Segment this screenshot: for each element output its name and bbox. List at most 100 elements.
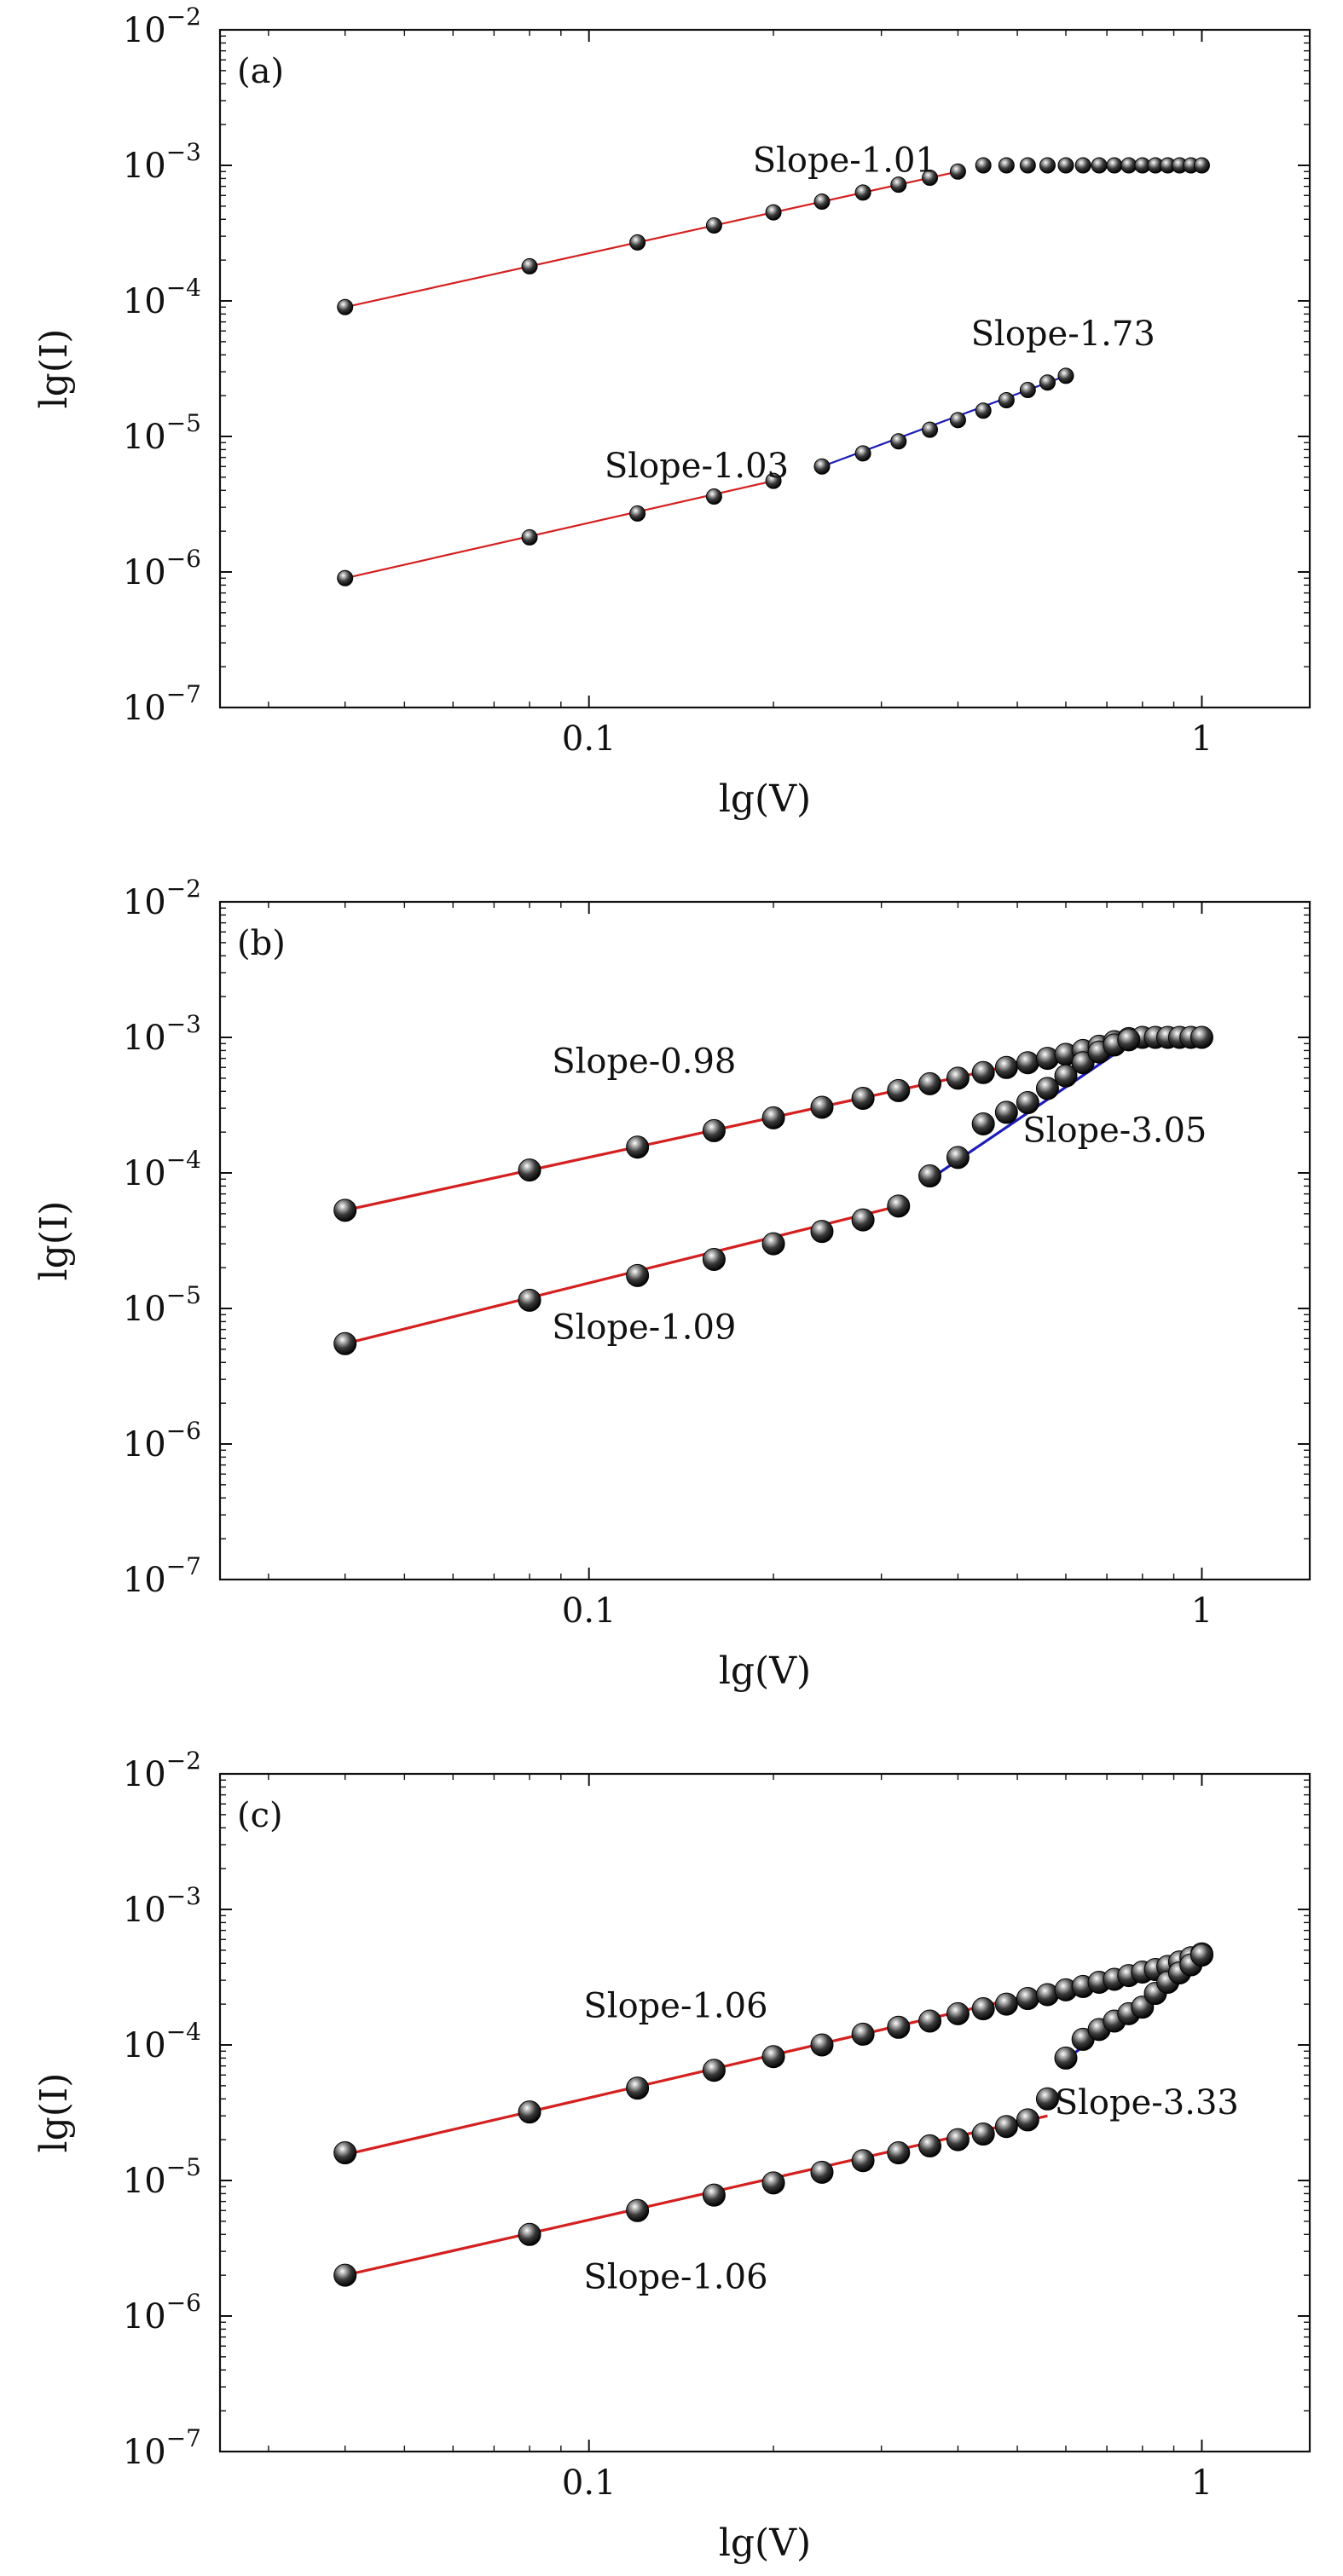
data-point-lower	[1057, 367, 1074, 384]
data-point-lower	[518, 2222, 541, 2246]
data-point-lower	[333, 1331, 357, 1355]
data-point-lower	[946, 2128, 970, 2151]
x-tick-label: 1	[1191, 2463, 1213, 2503]
data-point-lower	[887, 1194, 911, 1218]
x-tick-label: 1	[1191, 1591, 1213, 1631]
data-point-upper	[949, 163, 966, 180]
data-point-lower	[1035, 2087, 1059, 2111]
data-point-lower	[890, 433, 907, 450]
data-point-upper	[626, 2076, 650, 2100]
y-tick-label: 10−2	[123, 875, 201, 922]
data-point-upper	[946, 2001, 970, 2025]
slope-annotation: Slope-1.01	[753, 141, 937, 180]
data-point-upper	[761, 1106, 785, 1129]
data-point-lower	[810, 1220, 834, 1244]
data-point-lower	[949, 412, 966, 429]
data-point-lower	[761, 1232, 785, 1256]
data-point-upper	[890, 176, 907, 193]
y-tick-label: 10−3	[123, 1882, 201, 1930]
y-tick-label: 10−2	[123, 3, 201, 50]
data-point-lower	[813, 458, 831, 475]
panel-label: (a)	[237, 52, 284, 91]
data-point-upper	[971, 1997, 995, 2021]
data-point-lower	[918, 2134, 942, 2157]
data-point-lower	[922, 421, 939, 438]
data-point-lower	[626, 2198, 650, 2222]
y-axis-label: lg(I)	[32, 2073, 76, 2153]
data-point-lower	[998, 392, 1015, 409]
data-point-upper	[761, 2045, 785, 2069]
y-tick-label: 10−4	[123, 2018, 201, 2065]
x-axis-label: lg(V)	[719, 777, 811, 821]
data-point-lower	[337, 569, 354, 586]
x-axis-label: lg(V)	[719, 2521, 811, 2565]
data-point-lower	[918, 1164, 942, 1188]
data-point-upper	[918, 2009, 942, 2033]
slope-annotation: Slope-0.98	[552, 1042, 736, 1081]
data-point-upper	[998, 157, 1015, 174]
data-point-lower	[887, 2141, 911, 2165]
data-point-upper	[887, 1078, 911, 1102]
data-point-lower	[1016, 1091, 1039, 1115]
y-tick-label: 10−6	[123, 545, 201, 592]
data-point-upper	[810, 2033, 834, 2057]
data-point-lower	[765, 472, 782, 489]
x-axis-label: lg(V)	[719, 1649, 811, 1693]
y-tick-label: 10−6	[123, 1417, 201, 1464]
data-point-upper	[1016, 1987, 1039, 2011]
slope-annotation: Slope-1.73	[971, 315, 1155, 354]
y-tick-label: 10−7	[123, 680, 201, 728]
y-axis-label: lg(I)	[32, 329, 76, 409]
data-point-upper	[854, 184, 871, 201]
x-tick-label: 0.1	[562, 1591, 617, 1631]
data-point-upper	[702, 2059, 726, 2082]
data-point-upper	[1039, 157, 1056, 174]
data-point-lower	[975, 402, 992, 419]
data-point-lower	[810, 2160, 834, 2184]
data-point-lower	[518, 1288, 541, 1312]
data-point-lower	[1117, 1028, 1141, 1052]
fit-line	[344, 1204, 900, 1345]
data-point-lower	[626, 1263, 650, 1287]
data-point-lower	[1039, 374, 1056, 391]
data-point-upper	[337, 298, 354, 315]
y-tick-label: 10−4	[123, 1146, 201, 1193]
data-point-upper	[810, 1095, 834, 1119]
data-point-upper	[1190, 1025, 1213, 1049]
data-point-upper	[994, 1992, 1018, 2016]
y-tick-label: 10−7	[123, 1552, 201, 1600]
y-axis-label: lg(I)	[32, 1201, 76, 1281]
slope-annotation: Slope-3.33	[1055, 2083, 1239, 2123]
y-tick-label: 10−2	[123, 1747, 201, 1794]
panel-label: (c)	[237, 1796, 283, 1835]
data-point-upper	[918, 1071, 942, 1095]
data-point-lower	[1054, 1064, 1078, 1088]
data-point-upper	[521, 257, 538, 274]
data-point-upper	[333, 2141, 357, 2165]
data-point-lower	[851, 2149, 875, 2173]
data-point-lower	[994, 1100, 1018, 1124]
fit-line	[344, 480, 774, 580]
data-point-upper	[765, 204, 782, 221]
slope-annotation: Slope-1.06	[583, 2258, 767, 2297]
chart-panel-3: 10−7 10−6 10−5 10−4 10−3 10−2 0.1 1 lg(V) lg(I) (c…	[32, 1747, 1311, 2565]
data-point-upper	[629, 234, 646, 251]
data-point-upper	[705, 217, 722, 234]
x-tick-label: 0.1	[562, 719, 617, 759]
chart-panel-2: 10−7 10−6 10−5 10−4 10−3 10−2 0.1 1 lg(V) lg(I) (b…	[32, 875, 1311, 1693]
data-point-lower	[1016, 2108, 1039, 2132]
y-tick-label: 10−7	[123, 2424, 201, 2472]
data-point-upper	[994, 1055, 1018, 1079]
x-tick-label: 1	[1191, 719, 1213, 759]
plot-frame	[218, 28, 1311, 709]
data-point-lower	[854, 445, 871, 462]
data-point-upper	[518, 2100, 541, 2124]
y-tick-label: 10−5	[123, 409, 201, 457]
data-point-lower	[946, 1146, 970, 1170]
chart-panel-1: 10−7 10−6 10−5 10−4 10−3 10−2 0.1 1 lg(V) lg(I) (a…	[32, 3, 1311, 821]
data-point-lower	[702, 2183, 726, 2207]
data-point-upper	[975, 157, 992, 174]
data-point-lower	[1054, 2046, 1078, 2070]
data-point-upper	[1074, 157, 1091, 174]
